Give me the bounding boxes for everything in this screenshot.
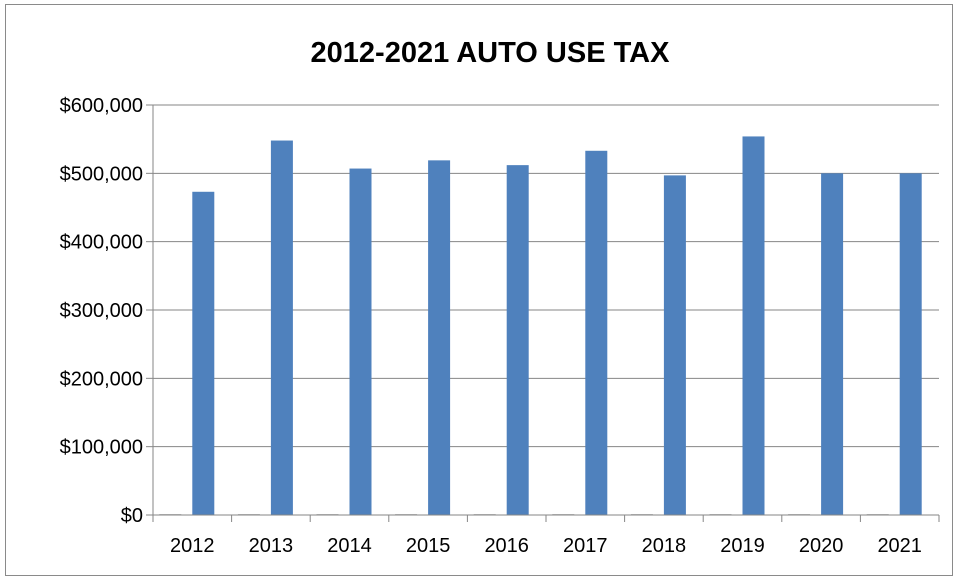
bar [507,165,529,515]
y-tick-label: $300,000 [60,300,143,322]
bar [585,151,607,515]
bar [192,192,214,515]
x-tick-label: 2020 [799,535,844,557]
x-axis-ticks: 2012 2013 2014 2015 2016 2017 2018 2019 2020 2021 [153,515,939,557]
y-tick-label: $400,000 [60,232,143,254]
x-tick-label: 2021 [877,535,922,557]
y-tick-label: $0 [121,505,143,527]
x-tick-label: 2018 [642,535,687,557]
chart-title: 2012-2021 AUTO USE TAX [311,37,671,69]
bar [350,169,372,515]
bar [743,136,765,515]
bar [664,175,686,515]
y-tick-label: $200,000 [60,368,143,390]
x-tick-label: 2016 [484,535,529,557]
x-tick-label: 2017 [563,535,608,557]
bar [900,173,922,515]
x-tick-label: 2012 [170,535,215,557]
y-axis-ticks: $0 $100,000 $200,000 $300,000 $400,000 $500,0… [60,95,153,527]
x-tick-label: 2019 [720,535,765,557]
bar [821,173,843,515]
y-tick-label: $600,000 [60,95,143,117]
x-tick-label: 2014 [327,535,372,557]
bar [271,141,293,515]
bar [428,160,450,515]
y-tick-label: $100,000 [60,437,143,459]
x-tick-label: 2015 [406,535,451,557]
x-tick-label: 2013 [249,535,294,557]
bars [159,136,921,515]
y-tick-label: $500,000 [60,163,143,185]
